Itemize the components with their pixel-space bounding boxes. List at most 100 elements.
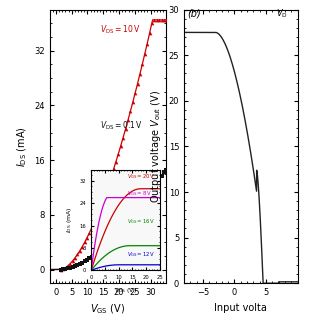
Point bbox=[101, 195, 107, 200]
Point bbox=[80, 244, 85, 249]
Point bbox=[68, 261, 73, 266]
Text: $V_{\rm DS}=10\,\rm V$: $V_{\rm DS}=10\,\rm V$ bbox=[100, 23, 140, 36]
Point bbox=[128, 109, 133, 114]
Point bbox=[97, 208, 102, 213]
Point bbox=[84, 257, 90, 262]
Point bbox=[132, 91, 138, 96]
Text: $V_{\rm D}$: $V_{\rm D}$ bbox=[276, 8, 287, 20]
Text: (b): (b) bbox=[187, 9, 201, 19]
Point bbox=[164, 17, 169, 22]
Point bbox=[82, 259, 87, 264]
Point bbox=[152, 17, 157, 22]
Point bbox=[142, 52, 147, 57]
Point bbox=[152, 184, 157, 189]
Point bbox=[161, 17, 166, 22]
Point bbox=[68, 265, 73, 270]
Point bbox=[140, 201, 145, 206]
Point bbox=[94, 251, 99, 256]
Point bbox=[60, 267, 66, 272]
Point bbox=[99, 202, 104, 207]
Point bbox=[94, 214, 99, 219]
Point bbox=[159, 17, 164, 22]
Point bbox=[121, 225, 126, 230]
Point bbox=[75, 262, 80, 268]
Text: $V_{\rm GS}=20\,\rm V$: $V_{\rm GS}=20\,\rm V$ bbox=[127, 172, 156, 181]
Point bbox=[75, 252, 80, 257]
Point bbox=[132, 211, 138, 216]
Text: $V_{\rm DS}=0.1\,\rm V$: $V_{\rm DS}=0.1\,\rm V$ bbox=[100, 119, 143, 132]
Point bbox=[149, 20, 155, 25]
Point bbox=[159, 173, 164, 178]
Point bbox=[89, 254, 94, 259]
Point bbox=[70, 258, 75, 263]
Point bbox=[108, 174, 114, 179]
Text: $V_{\rm GS}=8\,\rm V$: $V_{\rm GS}=8\,\rm V$ bbox=[127, 189, 152, 198]
Point bbox=[145, 41, 150, 46]
Point bbox=[97, 249, 102, 254]
Point bbox=[58, 267, 63, 272]
Point bbox=[111, 167, 116, 172]
Point bbox=[118, 228, 123, 233]
Y-axis label: $I_{\rm DS}$ (mA): $I_{\rm DS}$ (mA) bbox=[65, 207, 74, 233]
Point bbox=[164, 168, 169, 173]
Point bbox=[130, 100, 135, 105]
Point bbox=[101, 245, 107, 250]
Point bbox=[63, 267, 68, 272]
Point bbox=[106, 181, 111, 187]
Point bbox=[161, 169, 166, 174]
X-axis label: $V_{\rm DS}$ (V): $V_{\rm DS}$ (V) bbox=[114, 286, 137, 295]
Point bbox=[125, 118, 131, 123]
Point bbox=[156, 177, 162, 182]
Point bbox=[77, 248, 83, 253]
Point bbox=[70, 264, 75, 269]
Point bbox=[106, 240, 111, 245]
Point bbox=[140, 61, 145, 67]
Point bbox=[113, 159, 118, 164]
Point bbox=[80, 260, 85, 265]
Point bbox=[116, 151, 121, 156]
Point bbox=[118, 143, 123, 148]
Point bbox=[92, 252, 97, 258]
Point bbox=[145, 195, 150, 200]
Point bbox=[111, 236, 116, 241]
Point bbox=[99, 247, 104, 252]
Point bbox=[128, 217, 133, 222]
Point bbox=[63, 265, 68, 270]
Y-axis label: Output voltage $V_{\rm out}$ (V): Output voltage $V_{\rm out}$ (V) bbox=[149, 90, 163, 203]
X-axis label: Input volta: Input volta bbox=[214, 303, 267, 313]
Point bbox=[84, 235, 90, 240]
Point bbox=[147, 191, 152, 196]
Point bbox=[135, 208, 140, 213]
Point bbox=[82, 240, 87, 245]
Point bbox=[113, 233, 118, 238]
Point bbox=[104, 243, 109, 248]
Point bbox=[77, 261, 83, 267]
Text: $V_{\rm GS}=16\,\rm V$: $V_{\rm GS}=16\,\rm V$ bbox=[127, 217, 156, 226]
Point bbox=[137, 71, 142, 76]
Point bbox=[92, 220, 97, 225]
Point bbox=[125, 220, 131, 225]
Point bbox=[65, 263, 70, 268]
Text: $V_{\rm GS}=12\,\rm V$: $V_{\rm GS}=12\,\rm V$ bbox=[127, 250, 156, 259]
Point bbox=[60, 266, 66, 271]
Point bbox=[73, 255, 78, 260]
Point bbox=[156, 17, 162, 22]
Point bbox=[104, 188, 109, 193]
Point bbox=[121, 135, 126, 140]
Point bbox=[147, 31, 152, 36]
Point bbox=[137, 204, 142, 210]
Y-axis label: $I_{\rm DS}$ (mA): $I_{\rm DS}$ (mA) bbox=[15, 126, 28, 167]
Point bbox=[130, 214, 135, 219]
Point bbox=[58, 267, 63, 272]
Point bbox=[123, 223, 128, 228]
Point bbox=[87, 230, 92, 235]
Point bbox=[149, 188, 155, 193]
Point bbox=[123, 126, 128, 132]
Point bbox=[135, 81, 140, 86]
Point bbox=[154, 17, 159, 22]
X-axis label: $V_{\rm GS}$ (V): $V_{\rm GS}$ (V) bbox=[91, 303, 125, 316]
Point bbox=[108, 238, 114, 243]
Point bbox=[87, 256, 92, 261]
Point bbox=[142, 198, 147, 203]
Point bbox=[73, 264, 78, 269]
